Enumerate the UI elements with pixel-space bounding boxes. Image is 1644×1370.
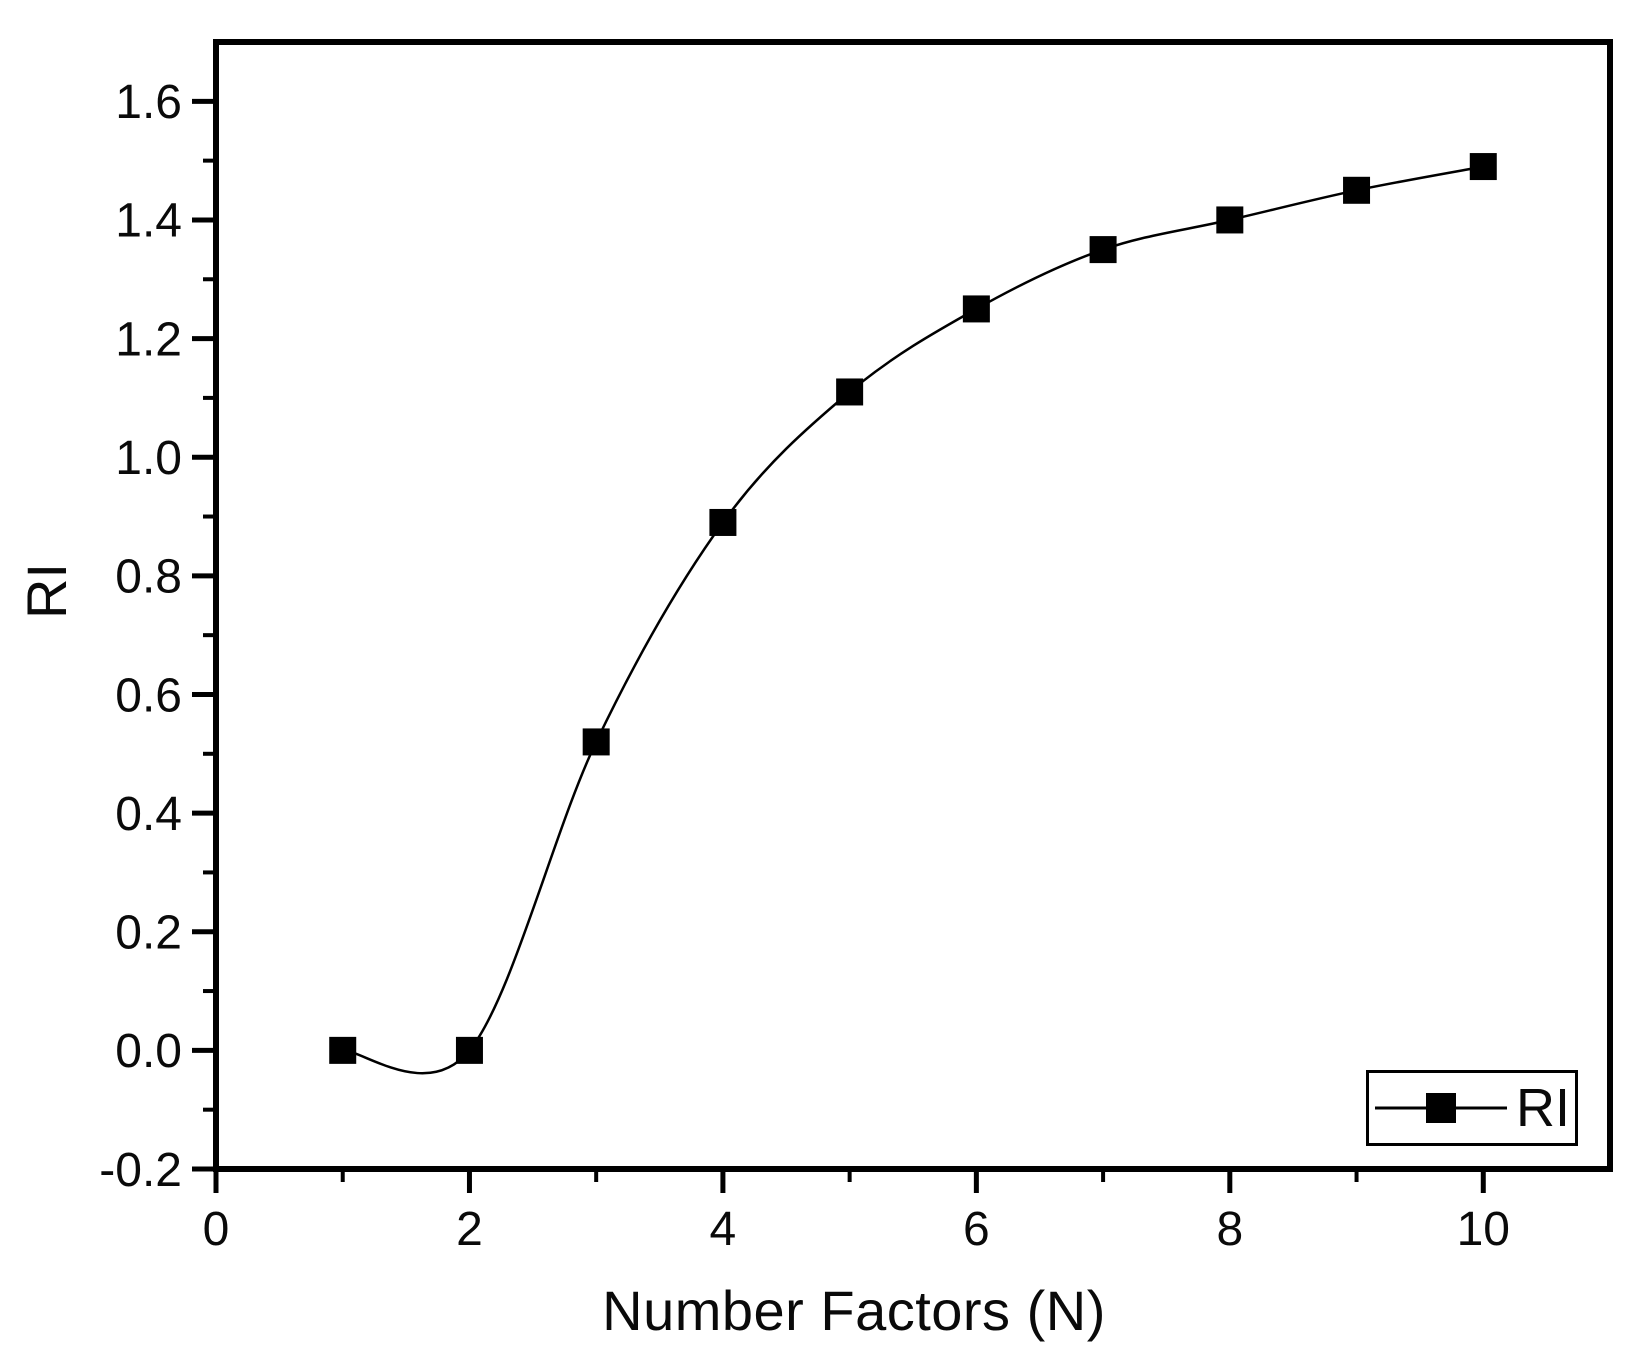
x-axis-title: Number Factors (N) bbox=[602, 1279, 1106, 1342]
y-tick-label: 0.8 bbox=[115, 551, 182, 604]
legend-key-icon bbox=[1375, 1093, 1507, 1123]
data-point-marker bbox=[1469, 153, 1497, 181]
y-axis-title: RI bbox=[15, 563, 78, 619]
data-point-marker bbox=[329, 1036, 357, 1064]
legend-square-marker-icon bbox=[1426, 1093, 1456, 1123]
y-tick-label: 1.2 bbox=[115, 313, 182, 366]
x-tick-label: 2 bbox=[456, 1203, 483, 1256]
x-tick-label: 0 bbox=[203, 1203, 230, 1256]
data-point-marker bbox=[1343, 176, 1371, 204]
axes-frame bbox=[213, 39, 1613, 1172]
y-tick-label: 0.2 bbox=[115, 907, 182, 960]
y-tick-label: 0.4 bbox=[115, 788, 182, 841]
x-tick-label: 10 bbox=[1457, 1203, 1510, 1256]
y-tick-label: 0.0 bbox=[115, 1025, 182, 1078]
x-tick-label: 4 bbox=[710, 1203, 737, 1256]
y-tick-label: 1.6 bbox=[115, 76, 182, 129]
data-point-marker bbox=[962, 295, 990, 323]
data-point-marker bbox=[709, 508, 737, 536]
data-point-marker bbox=[1089, 236, 1117, 264]
data-point-marker bbox=[455, 1036, 483, 1064]
series-line bbox=[342, 165, 1484, 1075]
legend-label: RI bbox=[1516, 1078, 1570, 1138]
y-tick-label: 1.0 bbox=[115, 432, 182, 485]
x-tick-label: 8 bbox=[1216, 1203, 1243, 1256]
y-tick-label: 1.4 bbox=[115, 195, 182, 248]
y-tick-label: 0.6 bbox=[115, 669, 182, 722]
x-tick-label: 6 bbox=[963, 1203, 990, 1256]
data-point-marker bbox=[582, 728, 610, 756]
data-point-marker bbox=[836, 378, 864, 406]
data-point-marker bbox=[1216, 206, 1244, 234]
legend: RI bbox=[1366, 1070, 1578, 1146]
y-tick-label: -0.2 bbox=[99, 1144, 182, 1197]
